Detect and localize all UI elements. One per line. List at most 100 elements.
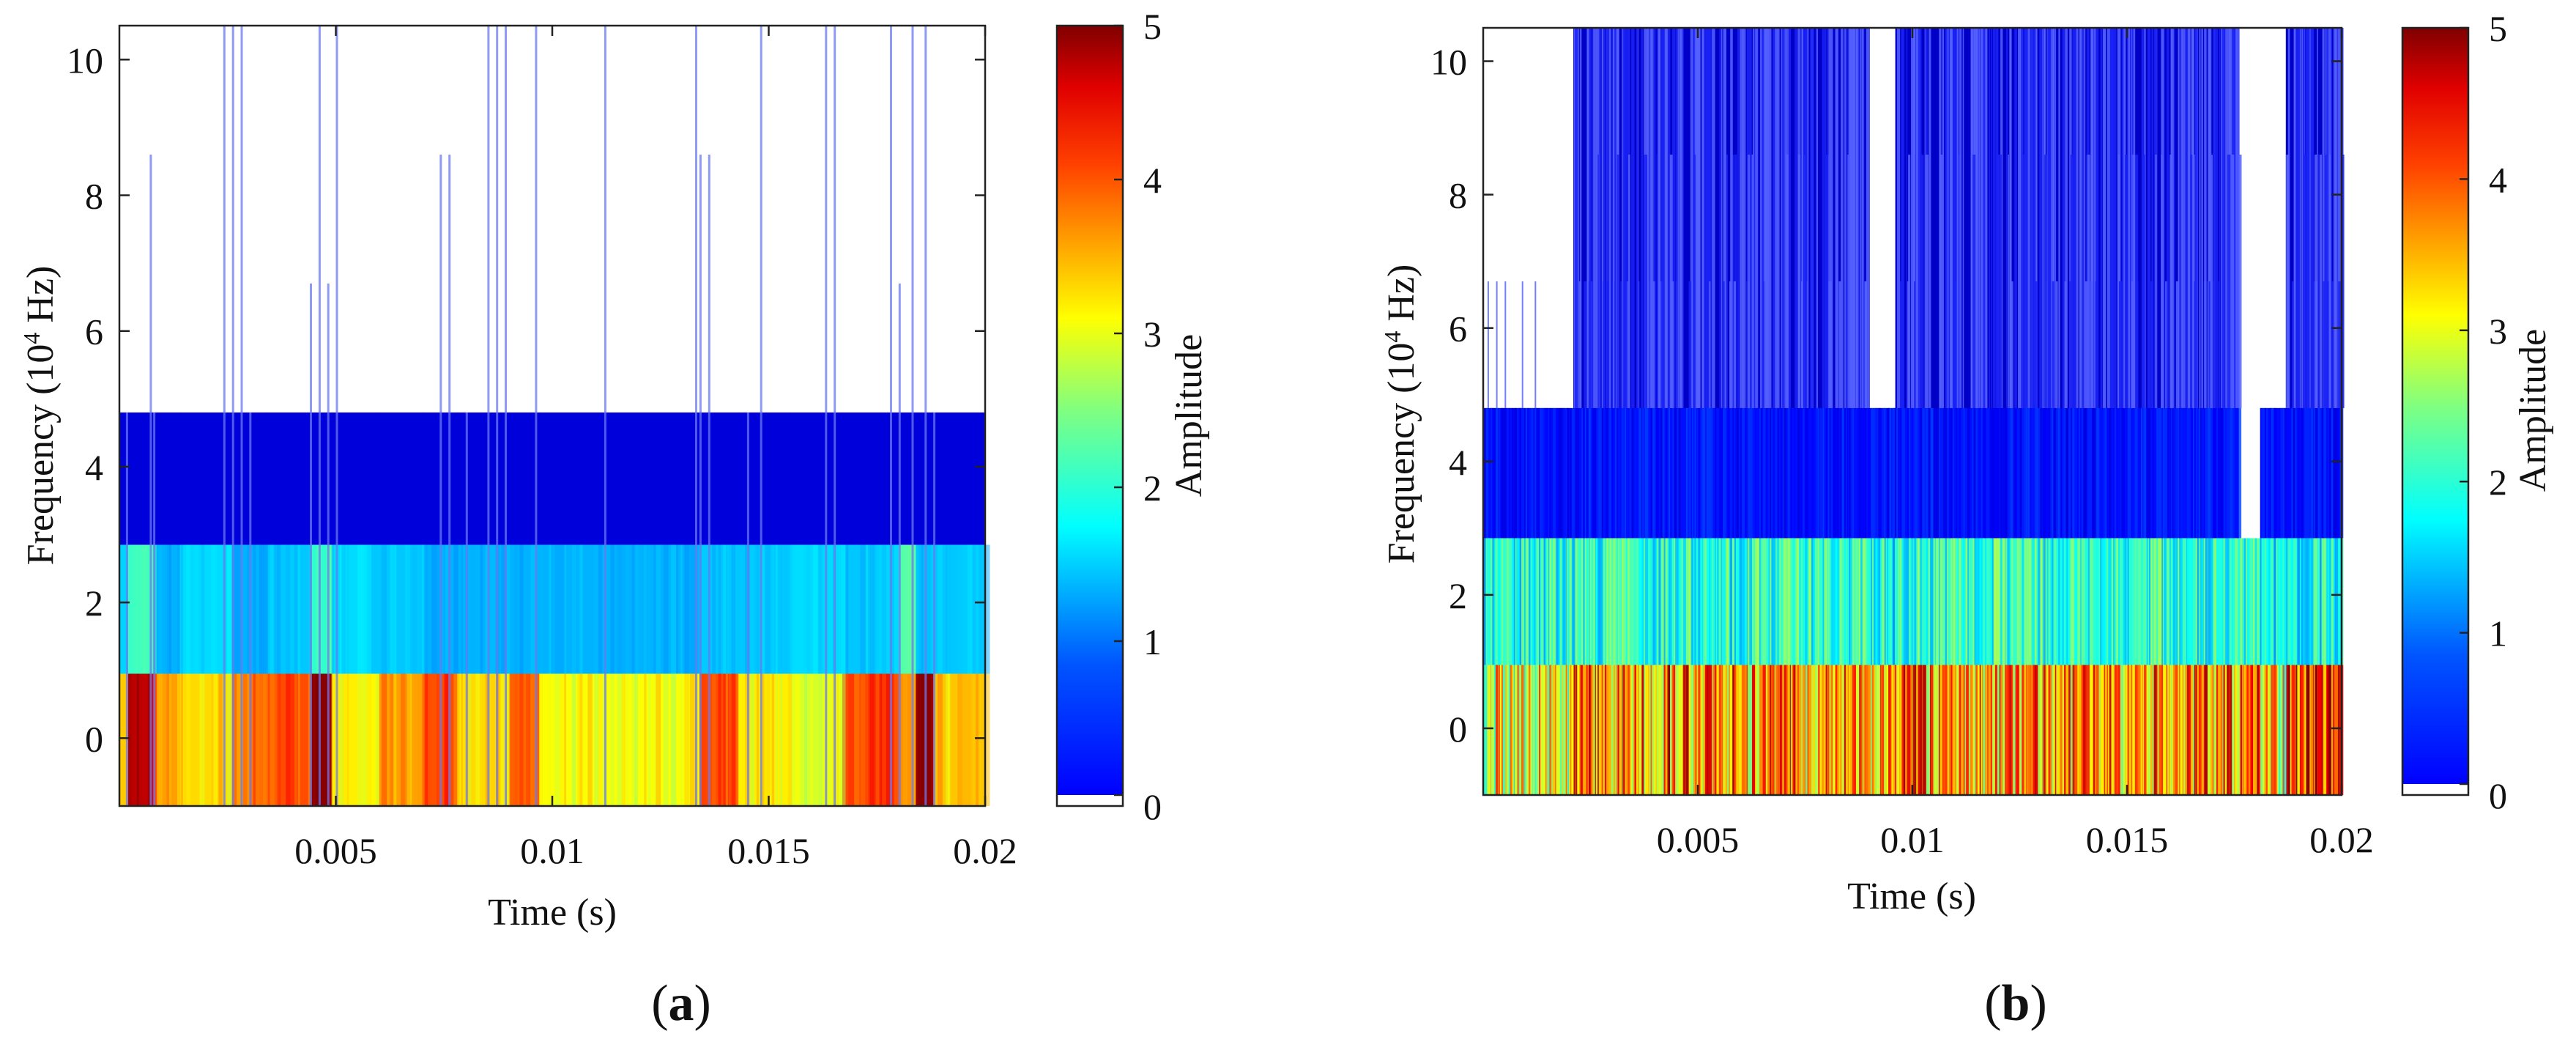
heat-cell [2137,538,2139,665]
heat-cell [2053,665,2055,795]
heat-cell [1846,407,1848,539]
heat-spike [2085,281,2088,408]
heat-cell [525,673,530,806]
heat-cell [1734,665,1736,795]
heat-cell [921,673,924,806]
heat-cell [519,544,524,674]
heat-cell [136,673,139,806]
heat-cell [1644,407,1647,539]
heat-cell [2156,538,2159,665]
heat-cell [1698,538,1701,665]
heat-cell [634,673,638,806]
heat-cell [2034,538,2038,665]
heat-spike [1631,28,1635,408]
heat-spike [1919,28,1922,408]
heat-spike [1775,28,1778,408]
heat-spike [2182,28,2185,408]
heat-cell [371,673,376,806]
heat-cell [2157,538,2159,665]
heat-cell [2191,538,2194,665]
heat-cell [1556,665,1559,795]
heat-cell [1634,665,1636,795]
heat-cell [1507,538,1510,665]
heat-cell [1924,407,1927,539]
heat-cell [2338,407,2340,539]
heat-cell [1787,665,1791,795]
heat-cell [2022,665,2024,795]
heat-cell [1844,665,1848,795]
heat-cell [180,544,183,674]
heat-spike [911,26,914,806]
heat-cell [1619,538,1621,665]
heat-cell [1874,538,1877,665]
heat-cell [771,544,775,674]
heat-cell [2201,665,2204,795]
heat-cell [2060,407,2063,539]
heat-cell [2064,538,2067,665]
heat-cell [425,673,428,806]
heat-cell [2169,665,2171,795]
heat-cell [1894,407,1896,539]
heat-cell [1901,407,1905,539]
heat-cell [2009,407,2011,539]
heat-cell [1630,538,1633,665]
heat-cell [322,544,326,674]
heat-spike [1637,281,1640,408]
heat-spike [2029,28,2033,408]
heat-cell [1749,665,1753,795]
heat-cell [1526,407,1528,539]
heat-cell [2007,538,2011,665]
heat-spike [2303,28,2305,408]
heat-cell [736,544,739,674]
heat-spike [2024,28,2028,408]
heat-cell [2113,665,2115,795]
heat-cell [539,544,543,674]
heat-cell [2048,538,2051,665]
heat-cell [684,544,690,674]
heat-spike [695,26,697,806]
heat-cell [1736,538,1739,665]
heat-cell [2052,538,2055,665]
heat-cell [1953,407,1956,539]
heat-spike [153,412,156,806]
heat-cell [231,544,237,674]
heat-spike [1920,155,1924,408]
heat-cell [2248,538,2251,665]
heat-cell [363,673,368,806]
heat-spike [1852,28,1856,408]
heat-cell [453,544,459,674]
heat-cell [577,673,582,806]
heat-cell [2235,665,2238,795]
heat-cell [1803,665,1805,795]
heat-cell [2015,407,2017,539]
heat-cell [501,544,506,674]
heat-spike [2295,28,2298,408]
heat-cell [1816,538,1819,665]
heat-cell [166,544,171,674]
heat-cell [1694,407,1696,539]
heat-cell [1556,407,1559,539]
heat-cell [2022,538,2024,665]
heat-cell [1678,665,1682,795]
heat-cell [2193,407,2194,539]
heat-cell [2123,538,2126,665]
heat-spike [2317,155,2320,408]
heat-cell [168,673,171,806]
heat-cell [142,544,147,674]
heat-cell [860,673,866,806]
heat-spike [2110,28,2112,408]
heat-spike [1992,28,1996,408]
heat-cell [1922,407,1926,539]
heat-cell [1498,407,1500,539]
heat-cell [804,544,807,674]
y-tick-label: 2 [1449,575,1467,616]
heat-cell [644,544,647,674]
heat-cell [1570,407,1572,539]
heat-cell [1749,407,1753,539]
heat-cell [1560,538,1562,665]
heat-cell [1959,538,1962,665]
x-tick-label: 0.01 [520,830,584,871]
colorbar-tick-label: 2 [2489,462,2507,503]
heat-cell [2167,407,2169,539]
heat-cell [2163,538,2167,665]
